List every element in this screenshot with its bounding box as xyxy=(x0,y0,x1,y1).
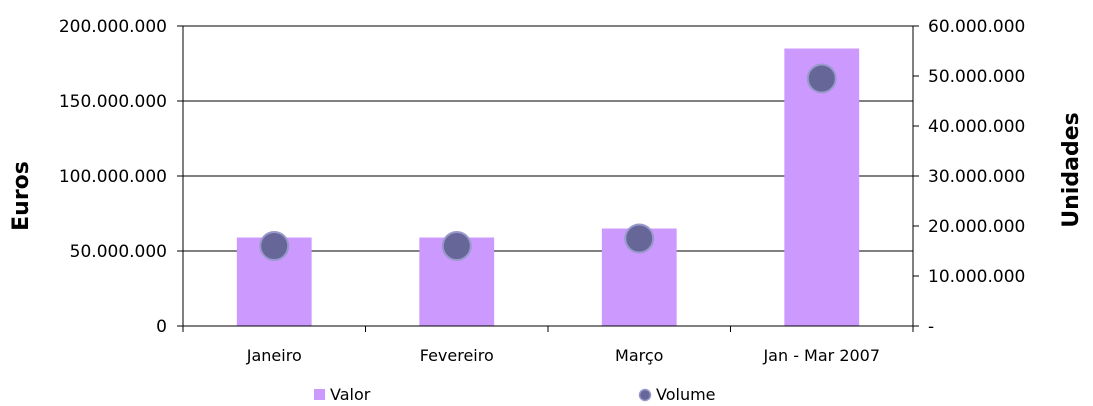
left-axis-title: Euros xyxy=(9,161,34,231)
legend: Valor Volume xyxy=(314,385,716,404)
right-axis-ticks: - 10.000.000 20.000.000 30.000.000 40.000.00… xyxy=(913,17,1025,337)
markers xyxy=(259,63,837,261)
right-tick-label: - xyxy=(928,317,934,337)
marker-volume xyxy=(441,231,472,261)
legend-label-volume: Volume xyxy=(656,385,716,404)
bar-valor xyxy=(784,48,860,326)
category-label: Jan - Mar 2007 xyxy=(762,346,880,365)
legend-swatch-volume xyxy=(638,388,652,402)
left-tick-label: 0 xyxy=(156,317,167,337)
left-tick-label: 150.000.000 xyxy=(59,92,167,112)
right-tick-label: 20.000.000 xyxy=(928,217,1025,237)
left-tick-label: 100.000.000 xyxy=(59,167,167,187)
right-tick-label: 40.000.000 xyxy=(928,117,1025,137)
right-tick-label: 50.000.000 xyxy=(928,67,1025,87)
legend-swatch-valor xyxy=(314,389,325,400)
legend-item-volume: Volume xyxy=(638,385,716,404)
right-tick-label: 60.000.000 xyxy=(928,17,1025,37)
left-tick-label: 200.000.000 xyxy=(59,17,167,37)
right-tick-label: 10.000.000 xyxy=(928,267,1025,287)
category-label: Janeiro xyxy=(246,346,302,365)
bars xyxy=(236,48,860,326)
category-axis-ticks: Janeiro Fevereiro Março Jan - Mar 2007 xyxy=(182,326,914,365)
right-tick-label: 30.000.000 xyxy=(928,167,1025,187)
legend-item-valor: Valor xyxy=(314,385,371,404)
marker-volume xyxy=(624,223,655,254)
right-axis-title: Unidades xyxy=(1059,112,1084,227)
marker-volume xyxy=(806,63,837,94)
left-tick-label: 50.000.000 xyxy=(70,242,167,262)
legend-label-valor: Valor xyxy=(330,385,371,404)
left-axis-ticks: 0 50.000.000 100.000.000 150.000.000 200.000… xyxy=(59,17,183,337)
category-label: Março xyxy=(615,346,663,365)
marker-volume xyxy=(259,231,290,261)
category-label: Fevereiro xyxy=(420,346,494,365)
